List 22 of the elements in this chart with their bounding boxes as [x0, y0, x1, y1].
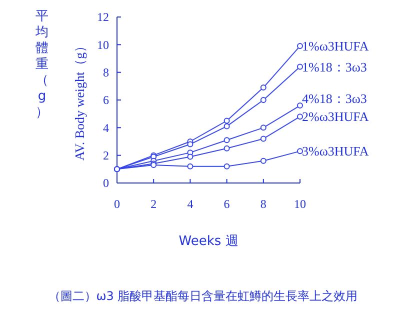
- series-label: 2%ω3HUFA: [302, 109, 370, 124]
- x-tick-label: 4: [187, 197, 194, 211]
- x-tick-label: 2: [150, 197, 157, 211]
- x-tick-label: 8: [260, 197, 266, 211]
- x-tick-label: 6: [224, 197, 230, 211]
- series-label: 4%18：3ω3: [302, 91, 367, 106]
- y-tick-label: 8: [103, 66, 109, 80]
- y-tick-label: 2: [103, 148, 109, 163]
- text: 平均體重（g）: [34, 9, 48, 120]
- y-tick-label: 0: [103, 176, 109, 190]
- y-tick-label: 4: [103, 120, 109, 135]
- x-axis-title: Weeks 週: [178, 234, 238, 249]
- series-label: 1%ω3HUFA: [302, 38, 370, 54]
- y-tick-label: 12: [97, 10, 109, 24]
- y-tick-label: 6: [103, 93, 109, 108]
- y-axis-title: AV. Body weight（g）: [72, 39, 87, 161]
- x-tick-label: 10: [294, 197, 306, 211]
- series-label: 1%18：3ω3: [302, 59, 367, 74]
- x-tick-label: 0: [114, 197, 120, 211]
- text: （圖二）ω3 脂酸甲基酯每日含量在虹鱒的生長率上之效用: [48, 289, 358, 303]
- y-tick-label: 10: [97, 38, 109, 52]
- series-label: 3%ω3HUFA: [302, 144, 370, 159]
